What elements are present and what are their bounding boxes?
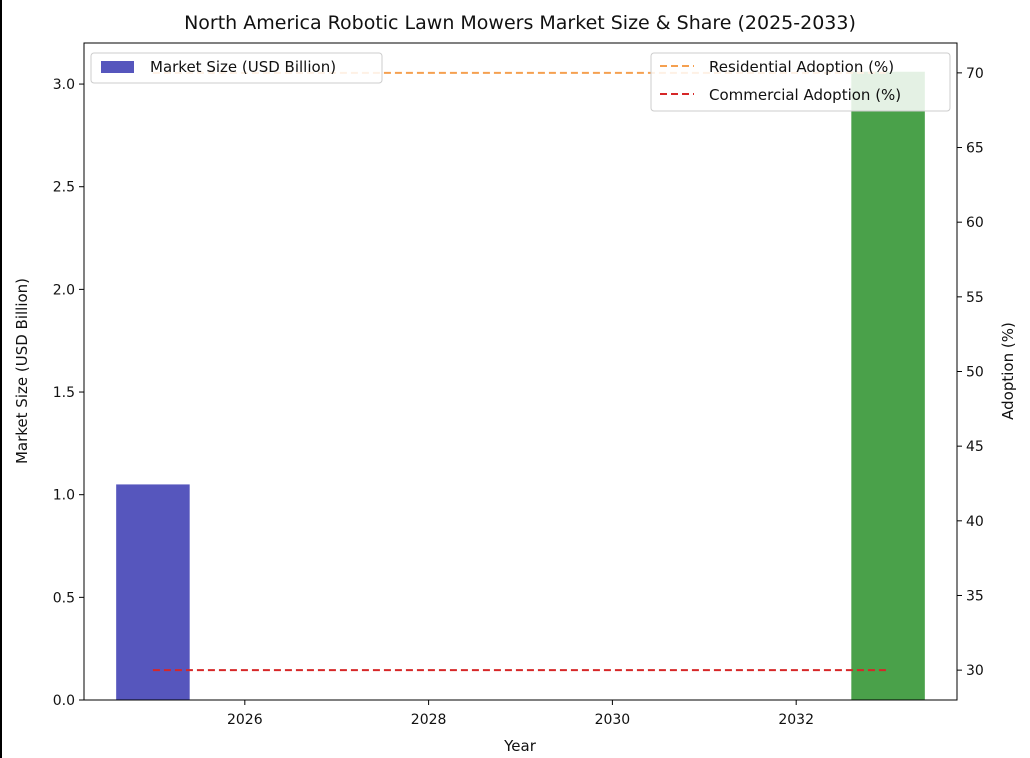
x-tick-label-2026: 2026: [227, 712, 263, 728]
figure-edge: [0, 0, 2, 758]
bar-2033: [851, 71, 925, 700]
x-tick-label-2030: 2030: [595, 712, 631, 728]
y-right-tick-label-45: 45: [966, 439, 984, 455]
legend-right-box: [650, 52, 951, 112]
legend-market-size: Market Size (USD Billion): [90, 52, 383, 84]
x-tick-label-2032: 2032: [778, 712, 814, 728]
y-left-tick-label-1.5: 1.5: [53, 385, 75, 401]
y-left-tick-label-2.0: 2.0: [53, 282, 75, 298]
y-left-tick-label-0.0: 0.0: [53, 693, 75, 709]
y-left-tick-label-3.0: 3.0: [53, 77, 75, 93]
right-y-axis-title: Adoption (%): [999, 322, 1017, 420]
x-axis-title: Year: [503, 737, 537, 755]
left-y-axis-title: Market Size (USD Billion): [13, 278, 31, 464]
y-left-tick-label-0.5: 0.5: [53, 590, 75, 606]
legend-label-residential: Residential Adoption (%): [709, 58, 894, 76]
y-right-tick-label-50: 50: [966, 365, 984, 381]
y-left-tick-label-1.0: 1.0: [53, 488, 75, 504]
legend-adoption: Residential Adoption (%) Commercial Adop…: [650, 52, 951, 112]
y-right-tick-label-30: 30: [966, 663, 984, 679]
legend-left-box: [90, 52, 383, 84]
chart-title: North America Robotic Lawn Mowers Market…: [184, 12, 856, 34]
y-left-tick-label-2.5: 2.5: [53, 180, 75, 196]
y-right-tick-label-70: 70: [966, 66, 984, 82]
y-right-tick-label-55: 55: [966, 290, 984, 306]
plot-background: [84, 43, 957, 700]
legend-swatch-market-size: [101, 61, 134, 73]
data-marks: [116, 71, 925, 700]
legend-label-market-size: Market Size (USD Billion): [150, 58, 336, 76]
y-right-tick-label-35: 35: [966, 588, 984, 604]
legend-label-commercial: Commercial Adoption (%): [709, 86, 901, 104]
y-right-tick-label-60: 60: [966, 215, 984, 231]
plot-area: [84, 43, 957, 700]
y-right-tick-label-40: 40: [966, 514, 984, 530]
x-tick-label-2028: 2028: [411, 712, 447, 728]
axes: 2026 2028 2030 2032 0.0 0.5 1.0 1.5 2.0 2.5 3.0 30 3…: [53, 42, 984, 728]
bar-2025: [116, 484, 190, 700]
y-right-tick-label-65: 65: [966, 141, 984, 157]
